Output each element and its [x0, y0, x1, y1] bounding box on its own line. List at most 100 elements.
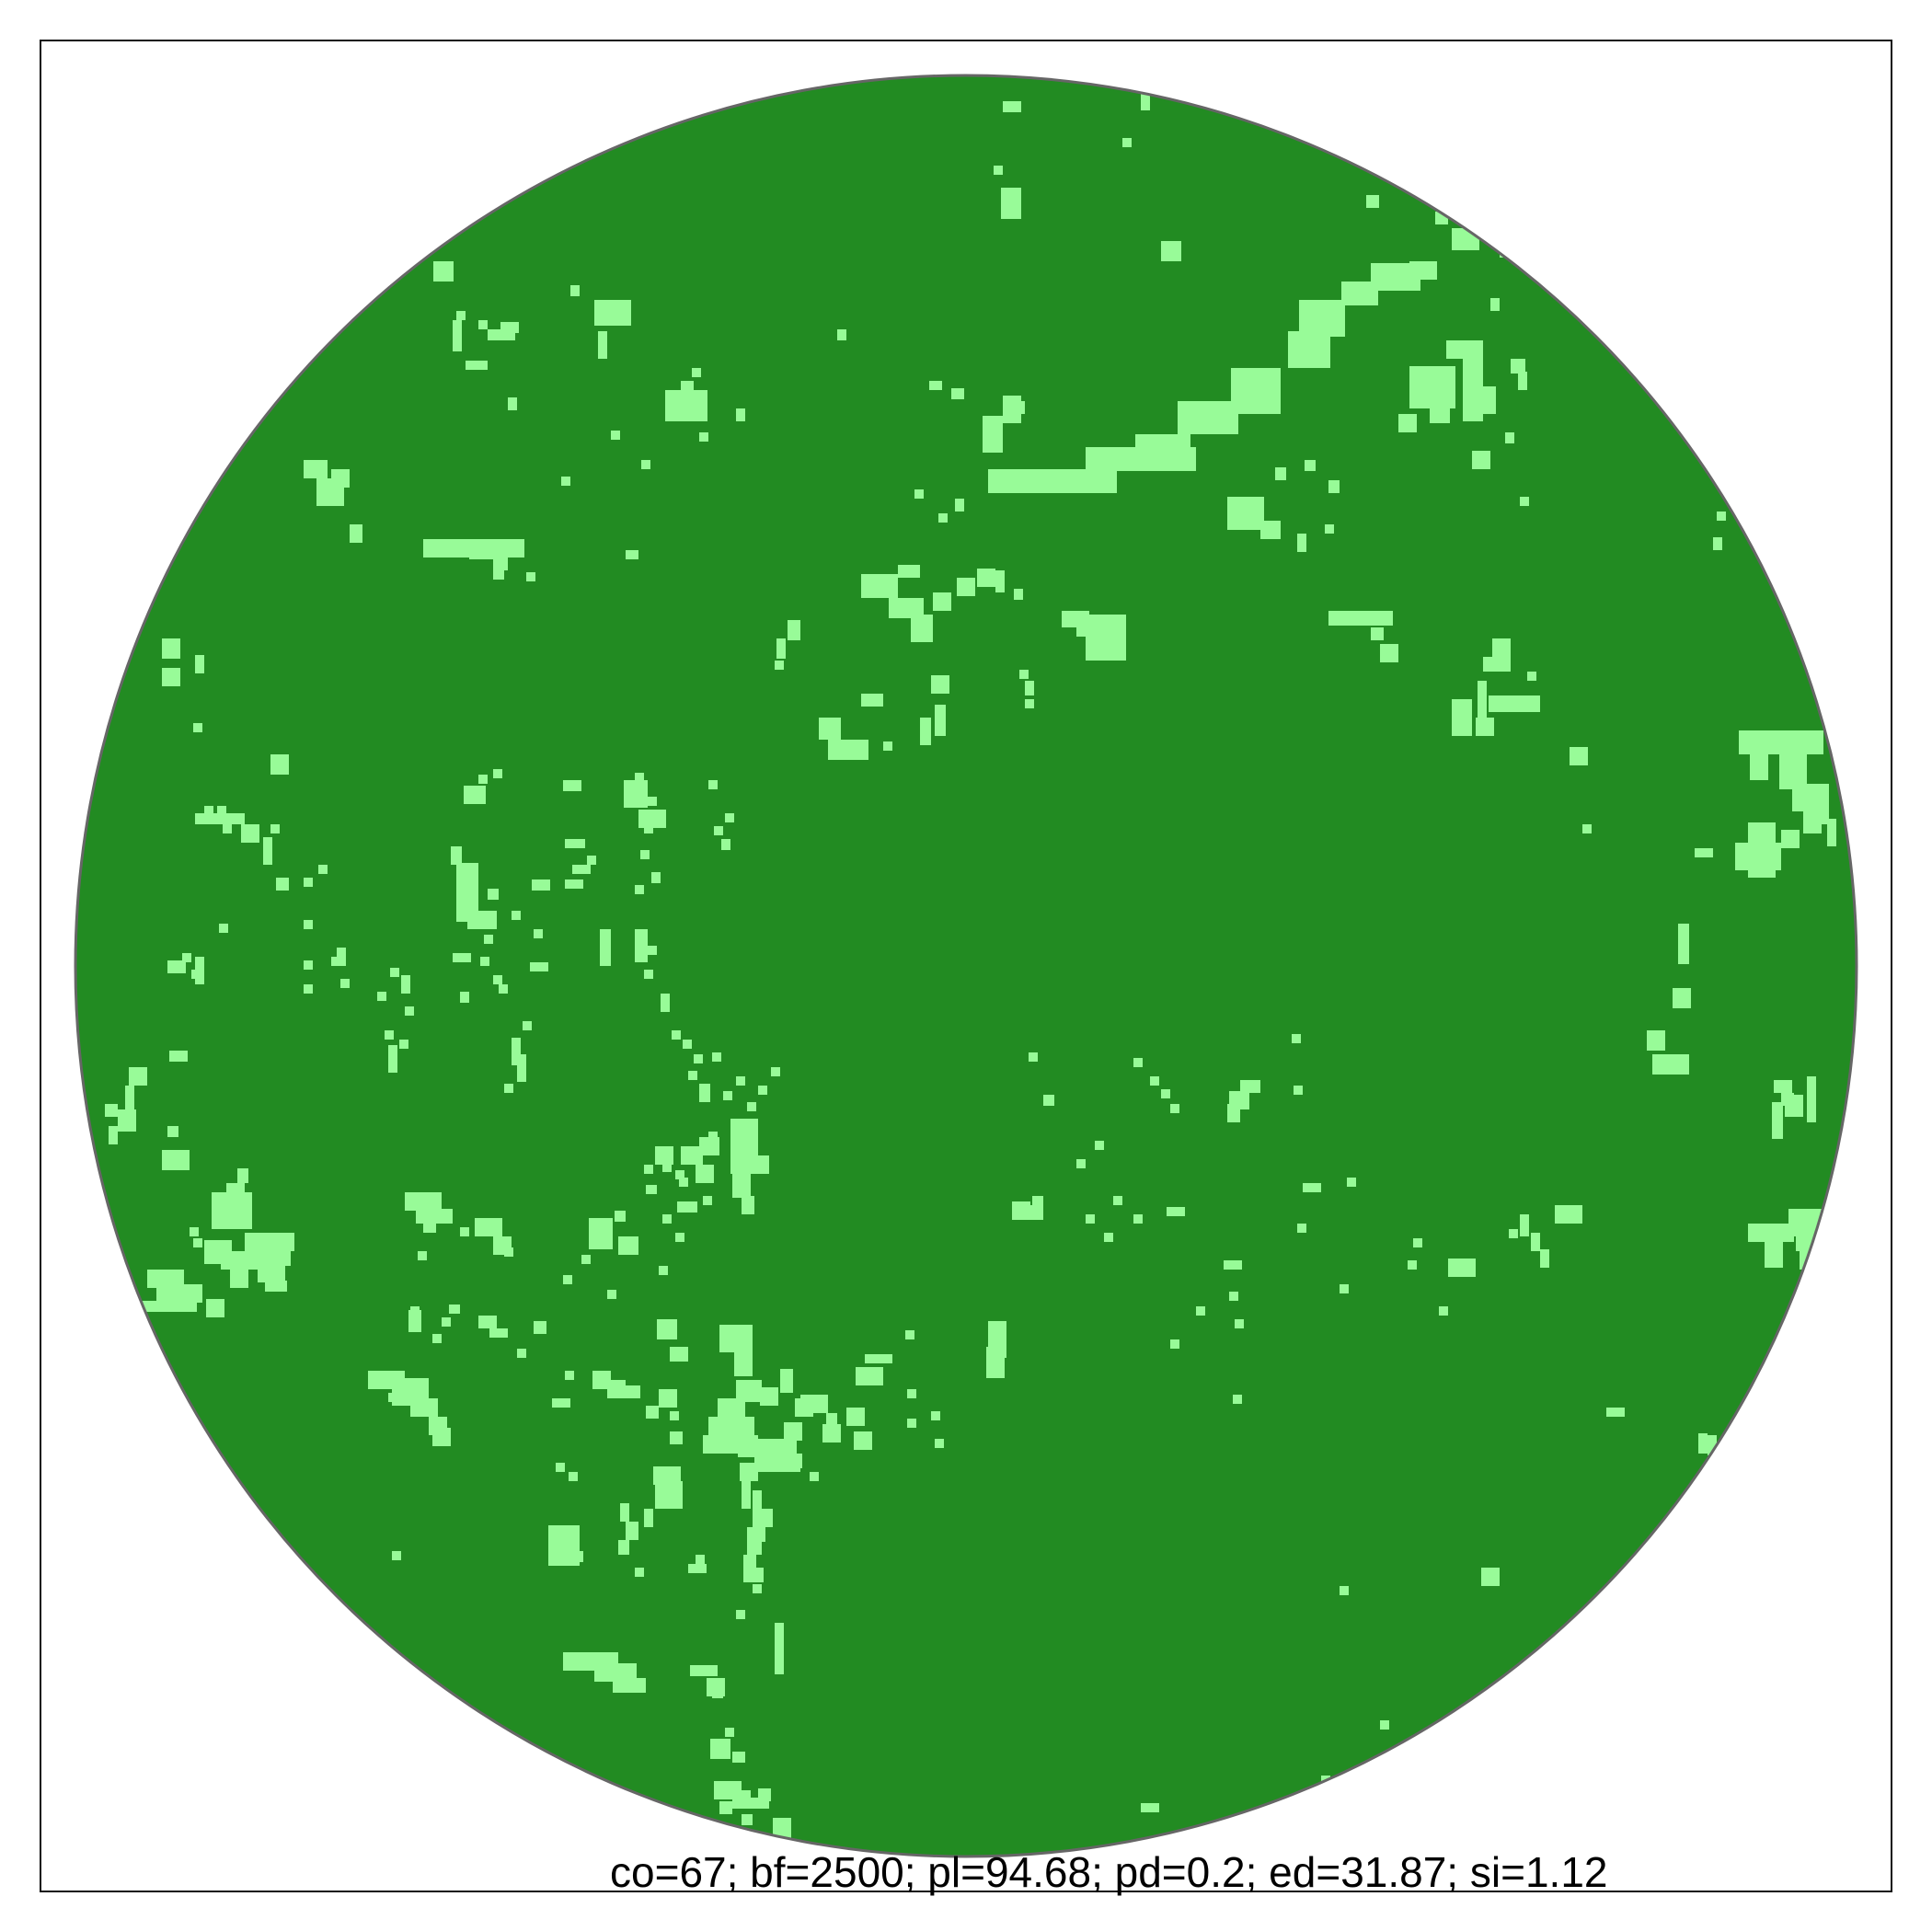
clearing-patch [1167, 1207, 1185, 1216]
clearing-patch [1178, 401, 1238, 434]
clearing-patch [646, 1406, 659, 1419]
clearing-patch [1023, 1205, 1043, 1220]
clearing-patch [340, 979, 350, 988]
clearing-patch [1765, 1240, 1783, 1268]
clearing-patch [1001, 188, 1021, 219]
clearing-patch [1750, 743, 1768, 780]
clearing-patch [512, 911, 521, 920]
clearing-patch [670, 1431, 683, 1444]
clearing-patch [675, 1170, 684, 1179]
clearing-patch [635, 1568, 644, 1577]
clearing-patch [204, 806, 213, 815]
clearing-patch [195, 655, 204, 673]
clearing-patch [1340, 1586, 1349, 1595]
clearing-patch [1299, 300, 1345, 337]
clearing-patch [466, 361, 488, 370]
clearing-patch [572, 1551, 583, 1562]
clearing-patch [1807, 1076, 1816, 1122]
clearing-patch [1196, 1306, 1205, 1316]
clearing-patch [388, 1045, 397, 1073]
clearing-patch [929, 381, 942, 390]
clearing-patch [782, 1454, 802, 1468]
clearing-patch [935, 705, 946, 736]
clearing-patch [1452, 699, 1472, 736]
clearing-patch [696, 1165, 714, 1183]
clearing-patch [1328, 611, 1393, 626]
clearing-patch [206, 1299, 224, 1317]
clearing-patch [738, 1439, 797, 1457]
clearing-patch [517, 1054, 526, 1082]
clearing-patch [935, 1439, 944, 1448]
clearing-patch [1647, 1030, 1665, 1051]
clearing-patch [670, 1411, 679, 1420]
clearing-patch [747, 1102, 756, 1111]
clearing-patch [1582, 824, 1592, 833]
clearing-patch [694, 1054, 703, 1063]
clearing-patch [598, 331, 607, 359]
clearing-patch [641, 460, 650, 469]
clearing-patch [456, 311, 466, 320]
clearing-patch [167, 960, 186, 973]
clearing-patch [1452, 228, 1479, 250]
clearing-patch [659, 1389, 677, 1408]
clearing-patch [263, 856, 272, 865]
clearing-patch [162, 668, 180, 686]
clearing-patch [460, 992, 469, 1003]
clearing-patch [318, 865, 328, 874]
clearing-patch [1161, 1089, 1170, 1098]
clearing-patches [105, 92, 1836, 1845]
clearing-patch [432, 1334, 442, 1343]
clearing-patch [648, 946, 657, 955]
clearing-patch [988, 469, 1117, 493]
clearing-patch [258, 1264, 285, 1282]
clearing-patch [618, 1540, 629, 1555]
clearing-patch [1509, 1229, 1518, 1238]
clearing-patch [644, 1165, 653, 1174]
clearing-patch [147, 1270, 184, 1288]
clearing-patch [534, 929, 543, 938]
clearing-patch [169, 1051, 188, 1062]
clearing-patch [708, 780, 718, 789]
clearing-patch [1294, 1086, 1303, 1095]
clearing-patch [1240, 1080, 1260, 1093]
clearing-patch [118, 1109, 136, 1132]
clearing-patch [1678, 924, 1689, 964]
clearing-patch [1366, 195, 1379, 208]
clearing-patch [854, 1431, 872, 1450]
clearing-patch [475, 1218, 502, 1236]
clearing-patch [618, 1385, 640, 1398]
clearing-patch [784, 1422, 802, 1441]
clearing-patch [1086, 1214, 1095, 1224]
clearing-patch [1104, 1233, 1113, 1242]
clearing-patch [1141, 92, 1150, 110]
clearing-patch [390, 968, 399, 977]
clearing-patch [331, 957, 340, 966]
clearing-patch [405, 1006, 414, 1016]
clearing-patch [696, 1555, 705, 1564]
clearing-patch [1606, 1408, 1625, 1417]
clearing-patch [714, 826, 723, 835]
clearing-patch [1161, 241, 1181, 261]
clearing-patch [1380, 644, 1398, 662]
clearing-patch [304, 984, 313, 994]
clearing-patch [517, 1349, 526, 1358]
study-area-outline [74, 74, 1858, 1858]
clearing-patch [1170, 1339, 1179, 1349]
clearing-patch [552, 1398, 570, 1408]
clearing-patch [822, 1424, 841, 1443]
clearing-patch [1086, 615, 1126, 661]
clearing-patch [1527, 672, 1536, 681]
clearing-patch [418, 1251, 427, 1260]
clearing-patch [699, 432, 708, 442]
clearing-patch [433, 261, 454, 282]
clearing-patch [736, 408, 745, 421]
clearing-patch [1297, 534, 1306, 552]
clearing-patch [718, 1398, 745, 1417]
clearing-patch [736, 1155, 769, 1174]
clearing-patch [640, 850, 650, 859]
clearing-patch [1774, 1080, 1792, 1093]
clearing-patch [719, 1325, 753, 1352]
clearing-patch [109, 1126, 118, 1144]
clearing-patch [1472, 451, 1490, 469]
